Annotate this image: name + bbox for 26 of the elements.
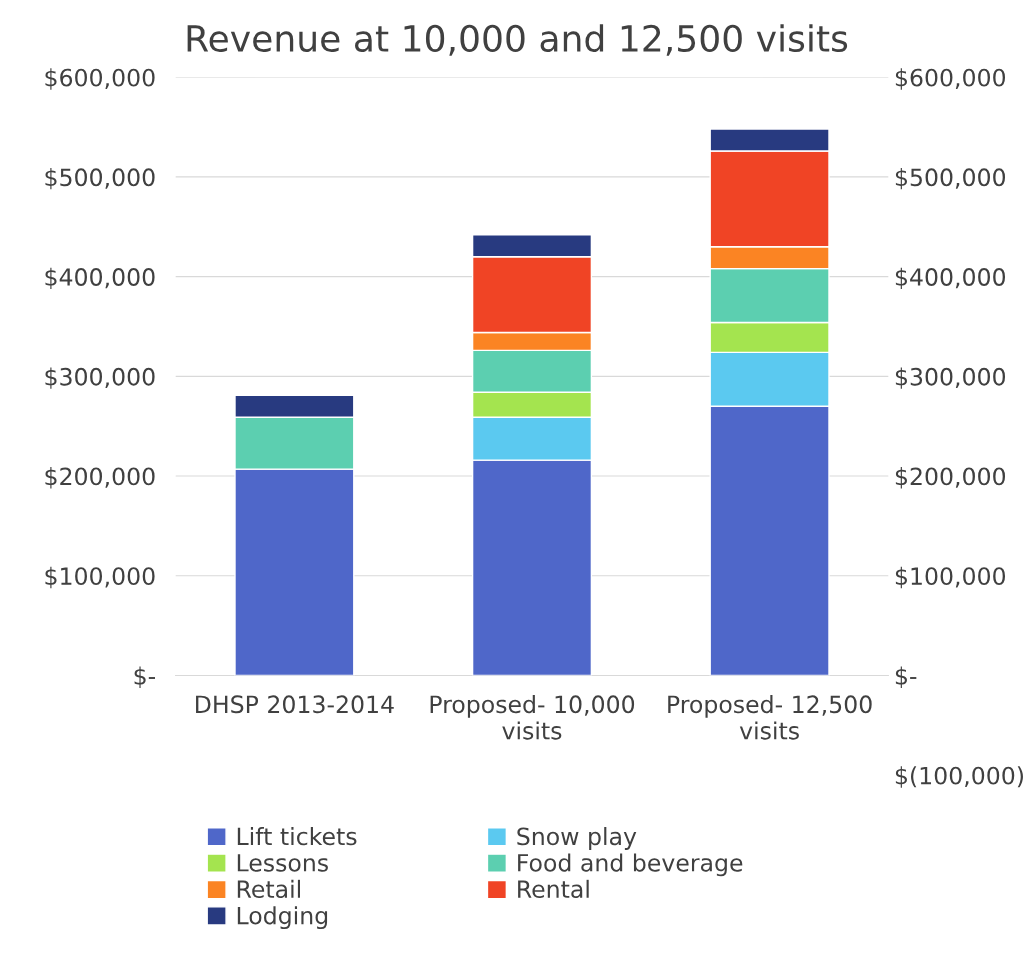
x-tick-label: DHSP 2013-2014 bbox=[196, 695, 394, 714]
y2-tick-label: $(100,000) bbox=[895, 766, 1023, 788]
y-tick-label: $600,000 bbox=[45, 68, 155, 90]
legend-label: Retail bbox=[237, 879, 301, 899]
y2-tick-label: $400,000 bbox=[895, 267, 1006, 290]
y2-tick-label: $100,000 bbox=[895, 566, 1006, 589]
y2-tick-label: $500,000 bbox=[895, 167, 1006, 190]
y2-tick-label: $200,000 bbox=[895, 467, 1006, 489]
y2-tick-label: $600,000 bbox=[895, 68, 1006, 90]
y-tick-label: $400,000 bbox=[45, 267, 155, 290]
y-tick-label: $500,000 bbox=[45, 167, 155, 190]
x-tick-label: Proposed- 12,500 visits bbox=[668, 694, 872, 740]
legend-label: Lift tickets bbox=[237, 827, 357, 846]
x-tick-label: Proposed- 10,000 visits bbox=[430, 694, 635, 740]
y-tick-label: $- bbox=[134, 666, 156, 688]
legend-label: Snow play bbox=[517, 827, 637, 850]
y-tick-label: $100,000 bbox=[45, 566, 155, 589]
legend-label: Lodging bbox=[237, 906, 328, 930]
legend-label: Rental bbox=[518, 879, 589, 899]
y2-tick-label: $300,000 bbox=[895, 367, 1006, 389]
y-tick-label: $300,000 bbox=[45, 367, 155, 389]
legend-label: Lessons bbox=[237, 854, 328, 872]
legend-label: Food and beverage bbox=[518, 853, 743, 877]
chart-title: Revenue at 10,000 and 12,500 visits bbox=[187, 24, 848, 56]
y2-tick-label: $- bbox=[895, 666, 917, 688]
y-tick-label: $200,000 bbox=[45, 467, 155, 489]
